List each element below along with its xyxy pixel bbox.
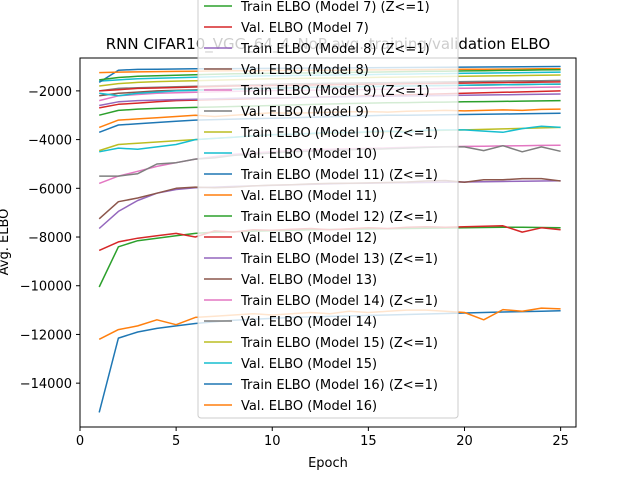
legend-entry: Val. ELBO (Model 14) [241, 315, 377, 330]
x-tick-label: 0 [76, 434, 84, 449]
x-tick-label: 20 [456, 434, 473, 449]
legend-entry: Val. ELBO (Model 16) [241, 399, 377, 414]
x-axis: 0 5 10 15 20 25 [76, 427, 569, 449]
y-tick-label: −6000 [28, 182, 72, 197]
y-tick-label: −8000 [28, 231, 72, 246]
legend-entry: Val. ELBO (Model 7) [241, 21, 369, 36]
x-tick-label: 15 [360, 434, 377, 449]
y-tick-label: −14000 [20, 377, 72, 392]
x-tick-label: 10 [264, 434, 281, 449]
legend-entry: Val. ELBO (Model 10) [241, 147, 377, 162]
y-tick-label: −10000 [20, 280, 72, 295]
legend-entry: Train ELBO (Model 12) (Z<=1) [240, 210, 438, 225]
legend-box [197, 0, 459, 419]
legend-entry: Val. ELBO (Model 9) [241, 105, 369, 120]
legend-entry: Val. ELBO (Model 8) [241, 63, 369, 78]
legend-entry: Val. ELBO (Model 13) [241, 273, 377, 288]
x-tick-label: 5 [172, 434, 180, 449]
x-axis-label: Epoch [308, 456, 348, 471]
legend-entry: Val. ELBO (Model 12) [241, 231, 377, 246]
legend-entry: Train ELBO (Model 14) (Z<=1) [240, 294, 438, 309]
legend-entry: Train ELBO (Model 13) (Z<=1) [240, 252, 438, 267]
legend-entry: Train ELBO (Model 8) (Z<=1) [240, 42, 430, 57]
legend-entry: Train ELBO (Model 15) (Z<=1) [240, 336, 438, 351]
legend-entry: Train ELBO (Model 10) (Z<=1) [240, 126, 438, 141]
y-tick-label: −2000 [28, 85, 72, 100]
legend-entry: Train ELBO (Model 7) (Z<=1) [240, 0, 430, 15]
y-tick-label: −4000 [28, 134, 72, 149]
y-axis-label: Avg. ELBO [0, 209, 12, 276]
x-tick-label: 25 [552, 434, 569, 449]
legend-entry: Train ELBO (Model 9) (Z<=1) [240, 84, 430, 99]
legend-entry: Train ELBO (Model 16) (Z<=1) [240, 378, 438, 393]
legend-entry: Train ELBO (Model 11) (Z<=1) [240, 168, 438, 183]
legend: Train ELBO (Model 7) (Z<=1) Val. ELBO (Mo… [197, 0, 459, 419]
legend-entry: Val. ELBO (Model 15) [241, 357, 377, 372]
y-axis: −14000 −12000 −10000 −8000 −6000 −4000 −2000 [20, 85, 80, 392]
y-tick-label: −12000 [20, 328, 72, 343]
legend-entry: Val. ELBO (Model 11) [241, 189, 377, 204]
